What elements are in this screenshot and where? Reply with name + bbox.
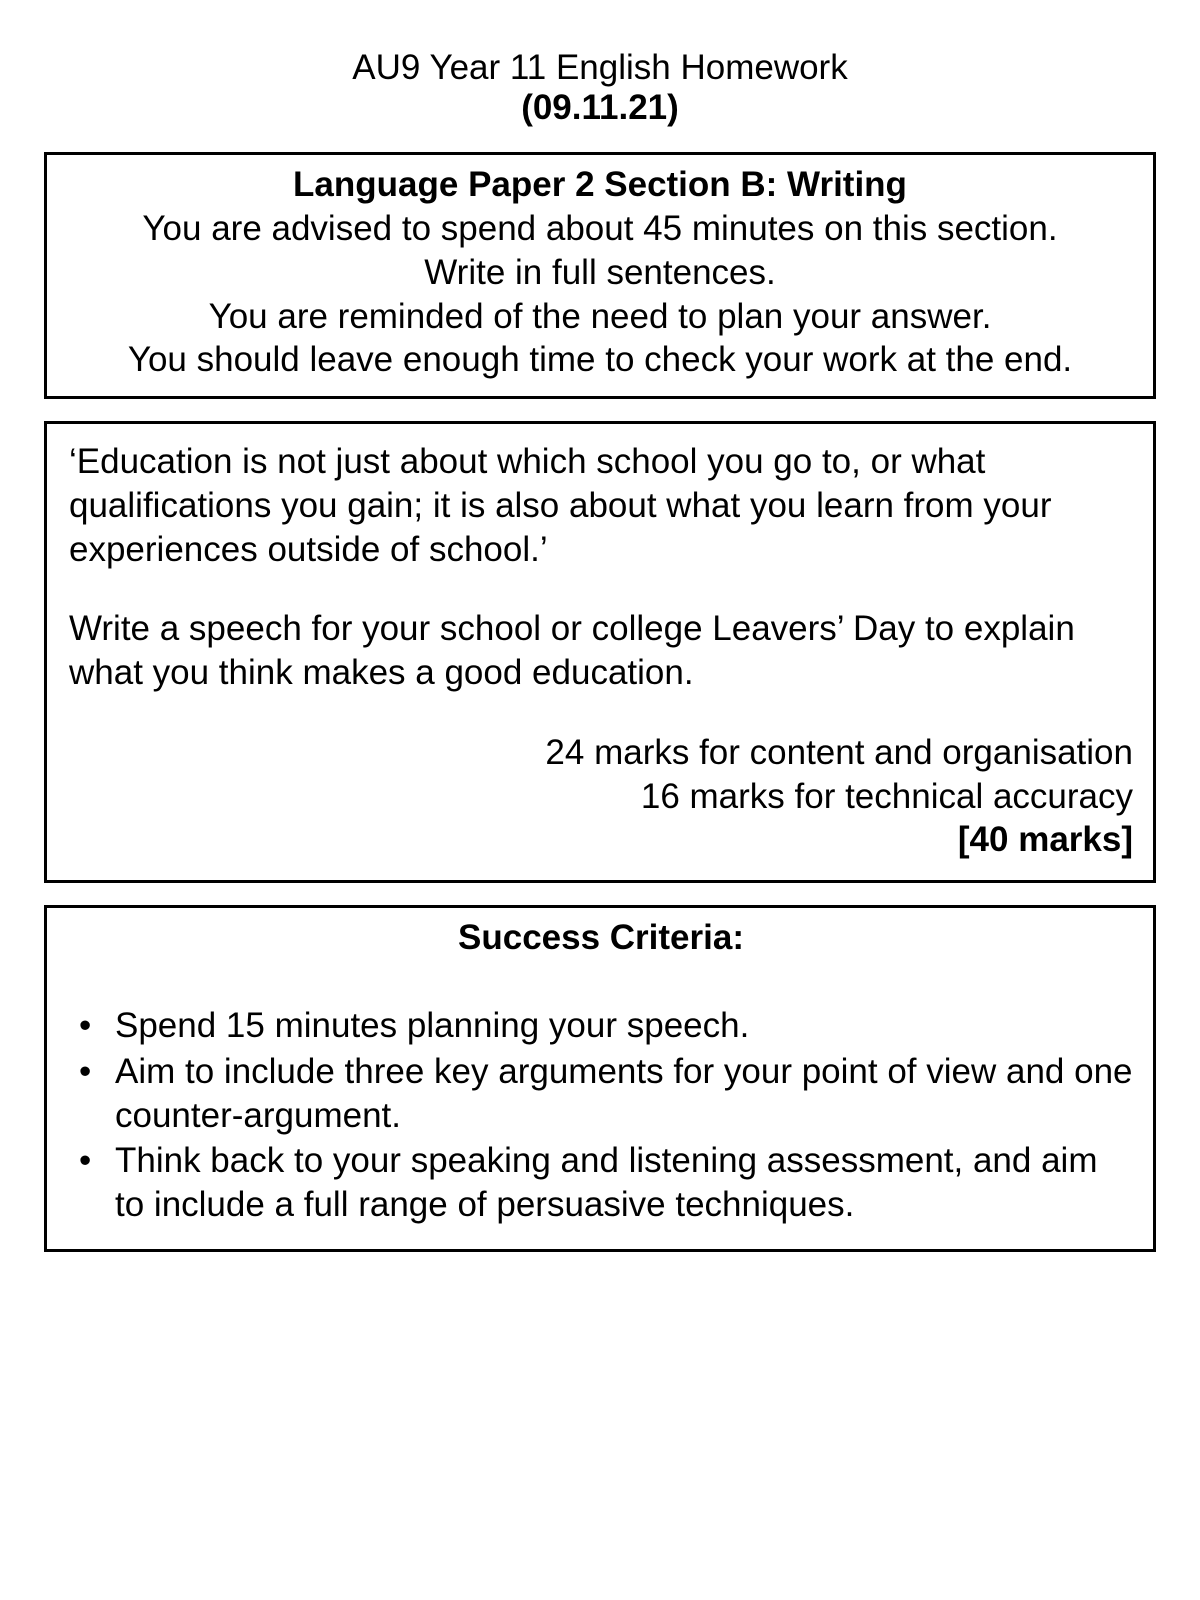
- instructions-line-2: Write in full sentences.: [65, 251, 1135, 295]
- header-title: AU9 Year 11 English Homework: [44, 48, 1156, 88]
- instructions-line-4: You should leave enough time to check yo…: [65, 338, 1135, 382]
- header-date: (09.11.21): [44, 88, 1156, 128]
- marks-total-line: [40 marks]: [69, 818, 1133, 862]
- document-header: AU9 Year 11 English Homework (09.11.21): [44, 48, 1156, 128]
- criteria-item: Aim to include three key arguments for y…: [69, 1050, 1133, 1138]
- criteria-item: Spend 15 minutes planning your speech.: [69, 1004, 1133, 1048]
- instructions-line-1: You are advised to spend about 45 minute…: [65, 207, 1135, 251]
- marks-accuracy-line: 16 marks for technical accuracy: [69, 775, 1133, 819]
- task-prompt: Write a speech for your school or colleg…: [69, 607, 1133, 695]
- instructions-line-3: You are reminded of the need to plan you…: [65, 295, 1135, 339]
- criteria-item: Think back to your speaking and listenin…: [69, 1139, 1133, 1227]
- criteria-list: Spend 15 minutes planning your speech. A…: [69, 1004, 1133, 1227]
- success-criteria-box: Success Criteria: Spend 15 minutes plann…: [44, 905, 1156, 1252]
- task-quote: ‘Education is not just about which schoo…: [69, 440, 1133, 571]
- instructions-title: Language Paper 2 Section B: Writing: [65, 165, 1135, 205]
- marks-content-line: 24 marks for content and organisation: [69, 731, 1133, 775]
- task-marks: 24 marks for content and organisation 16…: [69, 731, 1133, 862]
- instructions-box: Language Paper 2 Section B: Writing You …: [44, 152, 1156, 399]
- criteria-title: Success Criteria:: [69, 918, 1133, 958]
- task-box: ‘Education is not just about which schoo…: [44, 421, 1156, 883]
